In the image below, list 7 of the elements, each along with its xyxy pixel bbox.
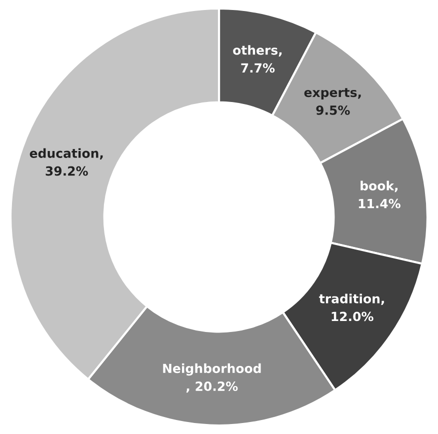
slice-label: experts, 9.5% xyxy=(304,88,361,115)
slice-label: others, 7.7% xyxy=(233,45,282,73)
slice-label: tradition, 12.0% xyxy=(319,294,384,322)
data-label: , 20.2% xyxy=(186,382,238,393)
slice-label: education, 39.2% xyxy=(30,148,103,176)
slice-label: Neighborhood xyxy=(163,363,261,376)
slice-label: book, 11.4% xyxy=(358,180,400,208)
